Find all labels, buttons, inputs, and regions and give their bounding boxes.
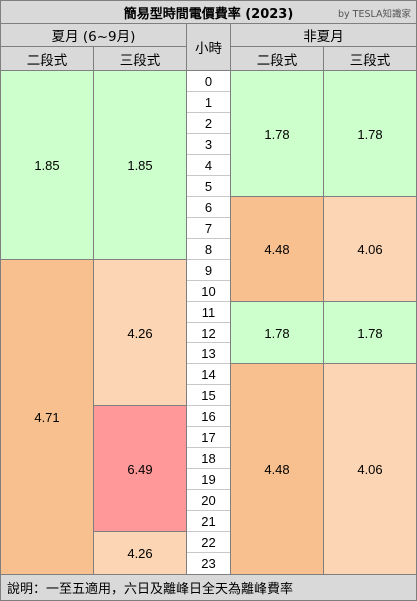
hour-label: 0 xyxy=(204,74,213,89)
hour-label: 15 xyxy=(201,388,216,403)
hour-label: 6 xyxy=(204,200,213,215)
non-summer-two-stage-rate-cell: 1.78 xyxy=(231,71,323,197)
hour-label: 23 xyxy=(201,556,216,571)
summer-three-stage-rate-cell: 4.26 xyxy=(94,532,186,574)
summer-three-stage-rate-cell: 4.26 xyxy=(94,260,186,406)
divider xyxy=(1,574,416,575)
summer-three-stage-rate-cell: 6.49 xyxy=(94,406,186,532)
divider xyxy=(187,259,230,260)
non-summer-three-stage-rate-cell: 1.78 xyxy=(324,302,416,364)
hour-label: 7 xyxy=(204,221,213,236)
divider xyxy=(324,196,416,197)
divider xyxy=(187,280,230,281)
hour-label: 8 xyxy=(204,242,213,257)
hour-label: 1 xyxy=(204,95,213,110)
divider xyxy=(187,112,230,113)
divider xyxy=(187,238,230,239)
hour-label: 12 xyxy=(201,325,216,341)
hour-label: 9 xyxy=(204,263,213,278)
hour-label: 14 xyxy=(201,367,216,382)
divider xyxy=(231,301,323,302)
hour-label: 11 xyxy=(201,305,216,320)
hour-label: 17 xyxy=(201,430,216,445)
divider xyxy=(1,70,416,71)
divider xyxy=(187,426,230,427)
hour-label: 4 xyxy=(204,158,213,173)
divider xyxy=(187,133,230,134)
divider xyxy=(231,196,323,197)
divider xyxy=(187,301,230,302)
hour-label: 10 xyxy=(201,284,216,299)
divider xyxy=(187,489,230,490)
hour-label: 3 xyxy=(204,137,213,152)
summer-two-stage-header: 二段式 xyxy=(1,47,93,70)
divider xyxy=(94,405,186,406)
divider xyxy=(324,301,416,302)
divider xyxy=(187,405,230,406)
non-summer-two-stage-header: 二段式 xyxy=(231,47,323,70)
summer-two-stage-rate-cell: 4.71 xyxy=(1,260,93,574)
summer-three-stage-rate-cell: 1.85 xyxy=(94,71,186,260)
divider xyxy=(231,363,323,364)
divider xyxy=(187,154,230,155)
hour-label: 16 xyxy=(201,409,216,424)
divider xyxy=(187,217,230,218)
divider xyxy=(1,23,416,24)
divider xyxy=(187,322,230,323)
divider xyxy=(187,510,230,511)
divider xyxy=(187,552,230,553)
hour-label: 19 xyxy=(201,472,216,487)
non-summer-three-stage-header: 三段式 xyxy=(324,47,416,70)
divider xyxy=(94,531,186,532)
hour-header: 小時 xyxy=(187,24,230,70)
divider xyxy=(323,47,324,574)
hour-label: 20 xyxy=(201,493,216,508)
non-summer-header: 非夏月 xyxy=(231,24,416,46)
author-credit: by TESLA知識家 xyxy=(337,9,411,20)
divider xyxy=(187,196,230,197)
divider xyxy=(187,91,230,92)
divider xyxy=(187,342,230,343)
divider xyxy=(231,46,416,47)
divider xyxy=(187,447,230,448)
divider xyxy=(187,468,230,469)
divider xyxy=(94,259,186,260)
divider xyxy=(187,363,230,364)
divider xyxy=(187,384,230,385)
non-summer-three-stage-rate-cell: 4.06 xyxy=(324,197,416,302)
non-summer-two-stage-rate-cell: 4.48 xyxy=(231,364,323,574)
hour-label: 18 xyxy=(201,451,216,466)
divider xyxy=(187,531,230,532)
hour-label: 2 xyxy=(204,116,213,131)
footnote: 說明：一至五適用，六日及離峰日全天為離峰費率 xyxy=(1,575,416,600)
non-summer-two-stage-rate-cell: 4.48 xyxy=(231,197,323,302)
hour-label: 22 xyxy=(201,535,216,550)
non-summer-three-stage-rate-cell: 1.78 xyxy=(324,71,416,197)
divider xyxy=(186,24,187,574)
divider xyxy=(1,259,93,260)
hour-label: 13 xyxy=(201,346,216,361)
divider xyxy=(230,24,231,574)
summer-two-stage-rate-cell: 1.85 xyxy=(1,71,93,260)
hour-label: 5 xyxy=(204,179,213,194)
divider xyxy=(187,175,230,176)
non-summer-two-stage-rate-cell: 1.78 xyxy=(231,302,323,364)
table-title: 簡易型時間電價費率 (2023) xyxy=(1,1,416,23)
hour-label: 21 xyxy=(201,514,216,529)
divider xyxy=(1,46,186,47)
divider xyxy=(324,363,416,364)
divider xyxy=(93,47,94,574)
summer-three-stage-header: 三段式 xyxy=(94,47,186,70)
non-summer-three-stage-rate-cell: 4.06 xyxy=(324,364,416,574)
summer-header: 夏月 (6~9月) xyxy=(1,24,186,46)
